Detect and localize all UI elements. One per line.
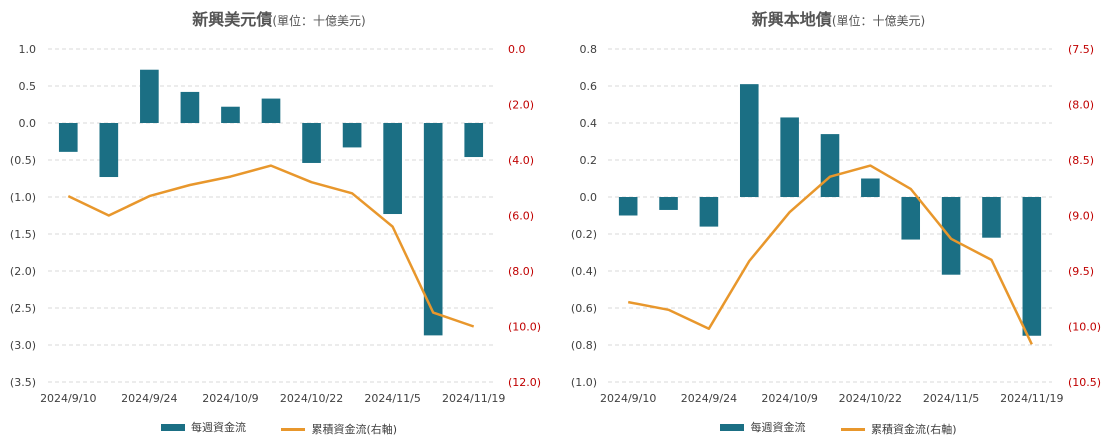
line-cumulative-flow	[627, 164, 1033, 345]
y-axis-left-tick-label: (0.2)	[571, 228, 597, 241]
y-axis-right-tick-label: (6.0)	[508, 210, 534, 223]
y-axis-right-tick-label: (8.0)	[508, 265, 534, 278]
y-axis-right-tick-label: (2.0)	[508, 99, 534, 112]
y-axis-right-tick-label: 0.0	[508, 43, 526, 56]
legend-swatch-bar	[160, 423, 185, 431]
y-axis-left-tick-label: 1.0	[19, 43, 37, 56]
legend-label-cumulative-flow: 累積資金流(右軸)	[870, 423, 957, 436]
y-axis-left-tick-label: (1.0)	[571, 376, 597, 389]
bar-weekly-flow	[464, 123, 484, 158]
legend-label-weekly-flow: 每週資金流	[190, 421, 246, 434]
bar-weekly-flow	[861, 178, 880, 197]
x-axis-tick-label: 2024/11/5	[364, 392, 420, 405]
y-axis-left-tick-label: (0.5)	[10, 154, 36, 167]
x-axis-tick-label: 2024/10/9	[761, 392, 817, 405]
bar-weekly-flow	[780, 117, 799, 197]
x-axis-tick-label: 2024/9/24	[121, 392, 177, 405]
y-axis-left-tick-label: (3.5)	[10, 376, 36, 389]
y-axis-right-tick-label: (7.5)	[1068, 43, 1094, 56]
y-axis-right-tick-label: (9.5)	[1068, 265, 1094, 278]
y-axis-right-tick-label: (8.0)	[1068, 99, 1094, 112]
x-axis-tick-label: 2024/11/19	[1000, 392, 1063, 405]
y-axis-left-tick-label: 0.2	[580, 154, 598, 167]
y-axis-left-tick-label: (0.6)	[571, 302, 597, 315]
legend-item-cumulative-flow: 累積資金流(右軸)	[281, 421, 397, 437]
chart-panel-emerging-local-debt: 新興本地債(單位：十億美元) 0.8 0.6 0.4 0.2 0.0 (0.2) (0.4)…	[560, 0, 1117, 448]
chart-plot-area: 1.0 0.5 0.0 (0.5) (1.0) (1.5) (2.0) (2.5) (3.0) (…	[10, 43, 541, 405]
y-axis-right-tick-label: (9.0)	[1068, 210, 1094, 223]
y-axis-left-tick-label: (1.5)	[10, 228, 36, 241]
chart-plot-area: 0.8 0.6 0.4 0.2 0.0 (0.2) (0.4) (0.6) (0.8) (1.0)…	[571, 43, 1101, 405]
bar-weekly-flow	[302, 123, 321, 163]
bar-weekly-flow	[140, 69, 159, 123]
legend-item-cumulative-flow: 累積資金流(右軸)	[840, 421, 957, 437]
bar-weekly-flow	[659, 197, 678, 210]
bar-weekly-flow	[699, 197, 719, 227]
legend-label-cumulative-flow: 累積資金流(右軸)	[311, 423, 398, 436]
bar-weekly-flow	[261, 98, 281, 123]
x-axis-tick-label: 2024/9/24	[681, 392, 737, 405]
y-axis-left-tick-label: (0.4)	[571, 265, 597, 278]
bar-weekly-flow	[901, 197, 921, 240]
y-axis-left-tick-label: 0.5	[19, 80, 37, 93]
bar-weekly-flow	[342, 123, 362, 148]
chart-title: 新興本地債(單位：十億美元)	[560, 6, 1117, 30]
x-axis-tick-label: 2024/9/10	[40, 392, 96, 405]
y-axis-left-tick-label: 0.0	[580, 191, 598, 204]
chart-title-text: 新興本地債	[751, 10, 832, 29]
legend-item-weekly-flow: 每週資金流	[720, 419, 805, 435]
legend: 每週資金流 累積資金流(右軸)	[560, 419, 1117, 437]
chart-title-text: 新興美元債	[192, 10, 273, 29]
legend-swatch-bar	[720, 423, 745, 431]
y-axis-right-tick-label: (8.5)	[1068, 154, 1094, 167]
legend-label-weekly-flow: 每週資金流	[750, 421, 806, 434]
y-axis-left-tick-label: 0.6	[580, 80, 598, 93]
legend: 每週資金流 累積資金流(右軸)	[0, 419, 558, 437]
y-axis-right-tick-label: (10.0)	[1068, 321, 1101, 334]
y-axis-left-tick-label: (0.8)	[571, 339, 597, 352]
y-axis-right-tick-label: (4.0)	[508, 154, 534, 167]
chart-title: 新興美元債(單位：十億美元)	[0, 6, 558, 30]
y-axis-right-tick-label: (10.5)	[1068, 376, 1101, 389]
x-axis-tick-label: 2024/11/19	[442, 392, 505, 405]
legend-swatch-line	[840, 427, 865, 431]
y-axis-right-tick-label: (10.0)	[508, 321, 541, 334]
y-axis-left-tick-label: (1.0)	[10, 191, 36, 204]
x-axis-tick-label: 2024/10/22	[839, 392, 902, 405]
chart-title-unit: (單位：十億美元)	[831, 14, 926, 28]
y-axis-left-tick-label: 0.4	[580, 117, 598, 130]
y-axis-left-tick-label: 0.8	[580, 43, 598, 56]
bar-weekly-flow	[423, 123, 443, 336]
x-axis-tick-label: 2024/11/5	[923, 392, 979, 405]
x-axis-tick-label: 2024/9/10	[600, 392, 656, 405]
y-axis-left-tick-label: 0.0	[19, 117, 37, 130]
bar-weekly-flow	[180, 91, 200, 123]
bar-weekly-flow	[99, 123, 119, 178]
bar-weekly-flow	[739, 84, 759, 197]
y-axis-left-tick-label: (3.0)	[10, 339, 36, 352]
bar-weekly-flow	[941, 197, 961, 275]
bar-weekly-flow	[820, 134, 840, 197]
y-axis-left-tick-label: (2.5)	[10, 302, 36, 315]
bar-weekly-flow	[221, 106, 240, 123]
line-cumulative-flow	[67, 164, 475, 328]
chart-title-unit: (單位：十億美元)	[272, 14, 366, 28]
chart-panel-emerging-usd-debt: 新興美元債(單位：十億美元) 1.0 0.5 0.0 (0.5) (1.0) (1.5) (…	[0, 0, 558, 448]
bar-weekly-flow	[1022, 197, 1042, 336]
y-axis-right-tick-label: (12.0)	[508, 376, 541, 389]
legend-item-weekly-flow: 每週資金流	[160, 419, 246, 435]
x-axis-tick-label: 2024/10/9	[202, 392, 258, 405]
bar-weekly-flow	[982, 197, 1001, 238]
legend-swatch-line	[281, 427, 306, 431]
x-axis-tick-label: 2024/10/22	[280, 392, 343, 405]
bar-weekly-flow	[618, 197, 638, 216]
y-axis-left-tick-label: (2.0)	[10, 265, 36, 278]
bar-weekly-flow	[383, 123, 402, 215]
bar-weekly-flow	[58, 123, 78, 152]
